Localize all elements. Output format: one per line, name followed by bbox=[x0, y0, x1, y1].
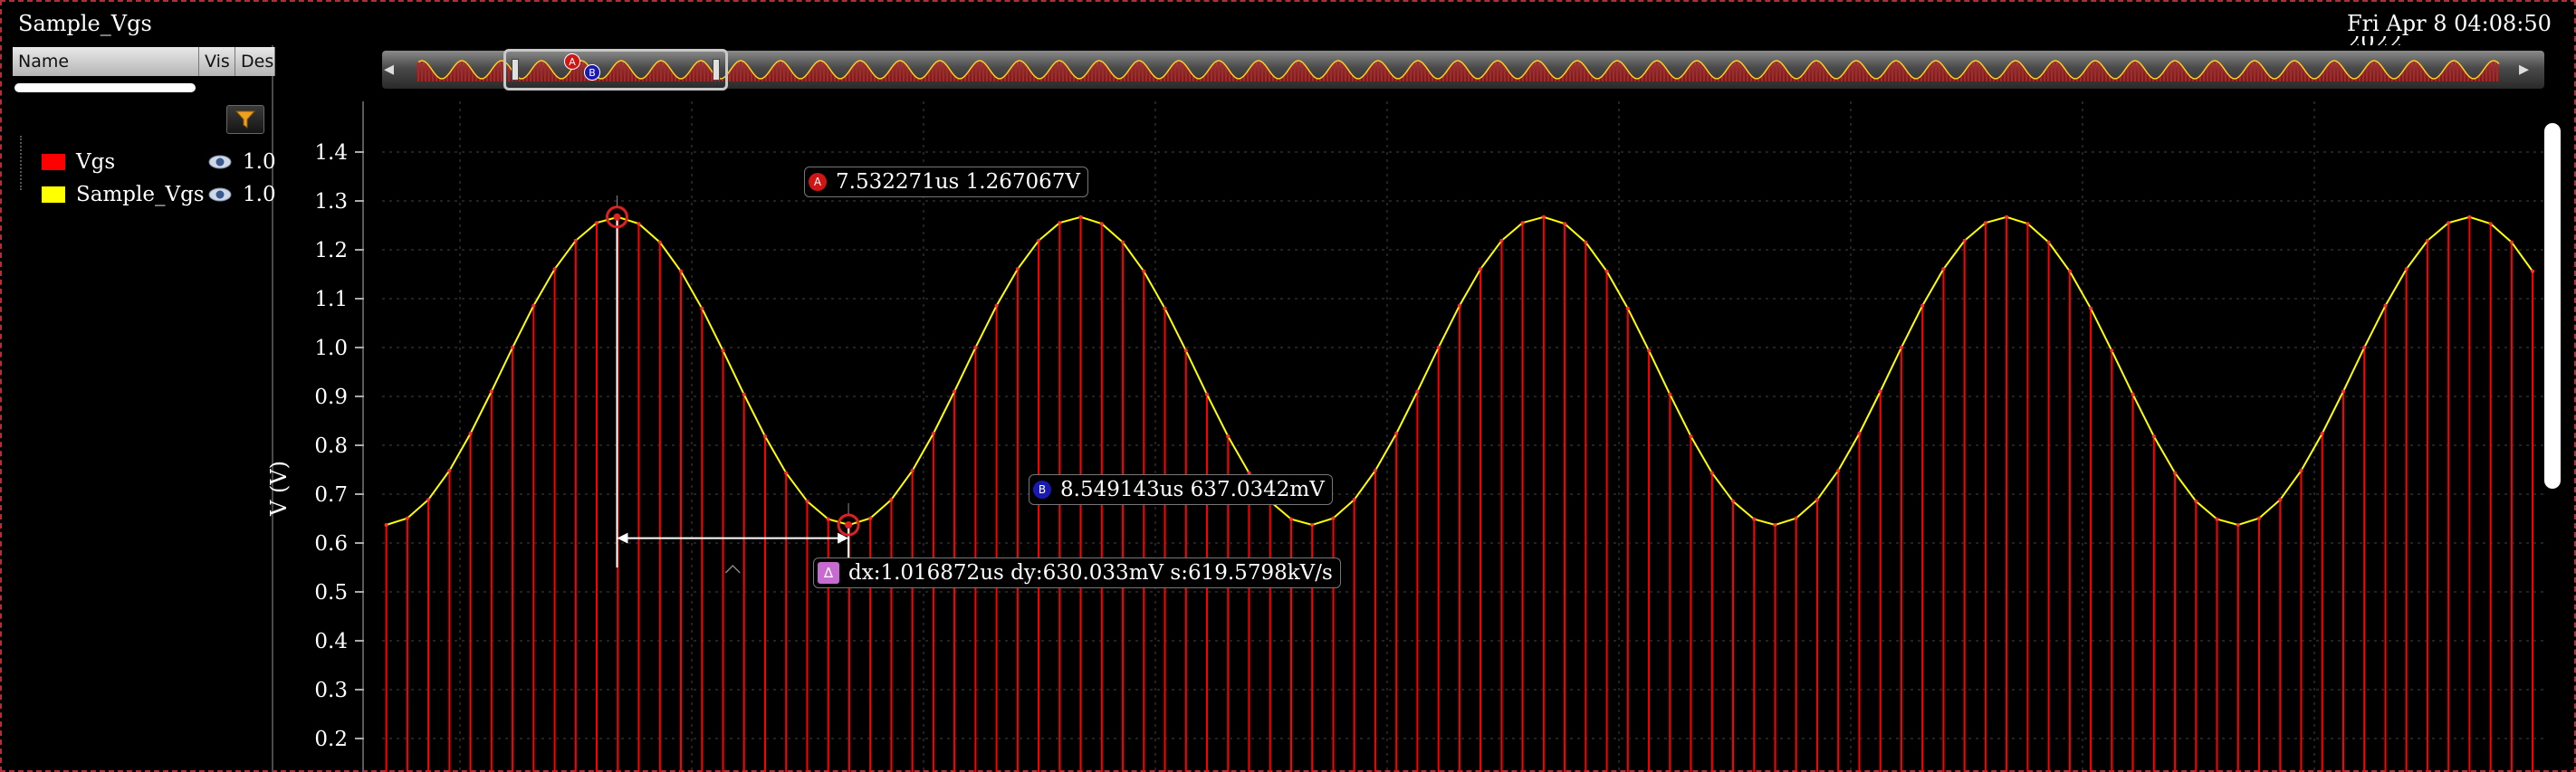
column-header-vis[interactable]: Vis bbox=[199, 47, 235, 76]
overview-strip[interactable] bbox=[382, 51, 2544, 89]
datetime-label: Fri Apr 8 04:08:50 bbox=[2347, 11, 2552, 36]
overview-left-arrow[interactable]: ◂ bbox=[384, 58, 395, 81]
vertical-scrollbar[interactable] bbox=[2544, 123, 2561, 489]
zoom-window-left-handle[interactable] bbox=[512, 59, 519, 81]
zoom-window-right-handle[interactable] bbox=[713, 59, 720, 81]
signal-color-swatch[interactable] bbox=[42, 186, 65, 203]
column-header-row: Name Vis Design bbox=[13, 47, 275, 76]
overview-marker-a[interactable]: A bbox=[564, 53, 580, 70]
y-axis-line bbox=[362, 101, 364, 772]
datetime-year-label: 2022 bbox=[2347, 36, 2402, 45]
marker-b-readout: 8.549143us 637.0342mV bbox=[1060, 478, 1325, 501]
signal-row-vgs[interactable]: Vgs 1.0 bbox=[18, 147, 281, 177]
column-header-name[interactable]: Name bbox=[13, 47, 199, 76]
column-header-design[interactable]: Design bbox=[235, 47, 275, 76]
delta-callout[interactable]: Δ dx:1.016872us dy:630.033mV s:619.5798k… bbox=[813, 558, 1341, 588]
window-title: Sample_Vgs bbox=[18, 11, 152, 36]
marker-a-callout[interactable]: A 7.532271us 1.267067V bbox=[804, 167, 1089, 197]
overview-marker-b[interactable]: B bbox=[584, 64, 600, 81]
delta-readout: dx:1.016872us dy:630.033mV s:619.5798kV/… bbox=[848, 561, 1333, 585]
tree-connector bbox=[20, 136, 24, 190]
marker-a-readout: 7.532271us 1.267067V bbox=[836, 170, 1081, 194]
overview-sample-line bbox=[417, 60, 2500, 80]
signal-name: Vgs bbox=[76, 150, 116, 174]
overview-zoom-window[interactable]: A B bbox=[503, 49, 728, 91]
y-axis-label: V (V) bbox=[266, 460, 292, 516]
horizontal-scrollbar[interactable] bbox=[14, 83, 196, 92]
signal-value: 1.0 bbox=[243, 183, 276, 206]
filter-button[interactable] bbox=[226, 105, 264, 134]
signal-color-swatch[interactable] bbox=[42, 154, 65, 170]
marker-b-badge: B bbox=[1033, 481, 1051, 499]
filter-icon bbox=[235, 110, 256, 129]
marker-a-badge: A bbox=[809, 173, 827, 191]
eye-icon[interactable] bbox=[208, 154, 232, 170]
overview-waveform bbox=[417, 60, 2500, 81]
overview-right-arrow[interactable]: ▸ bbox=[2519, 58, 2530, 81]
signal-row-sample-vgs[interactable]: Sample_Vgs 1.0 bbox=[18, 179, 281, 210]
marker-b-callout[interactable]: B 8.549143us 637.0342mV bbox=[1029, 474, 1333, 505]
delta-icon: Δ bbox=[818, 562, 839, 584]
signal-name: Sample_Vgs bbox=[76, 183, 205, 206]
signal-list-pane: Name Vis Design Vgs 1.0 Sample_Vgs 1.0 bbox=[9, 45, 276, 772]
eye-icon[interactable] bbox=[208, 186, 232, 203]
signal-value: 1.0 bbox=[243, 150, 276, 174]
